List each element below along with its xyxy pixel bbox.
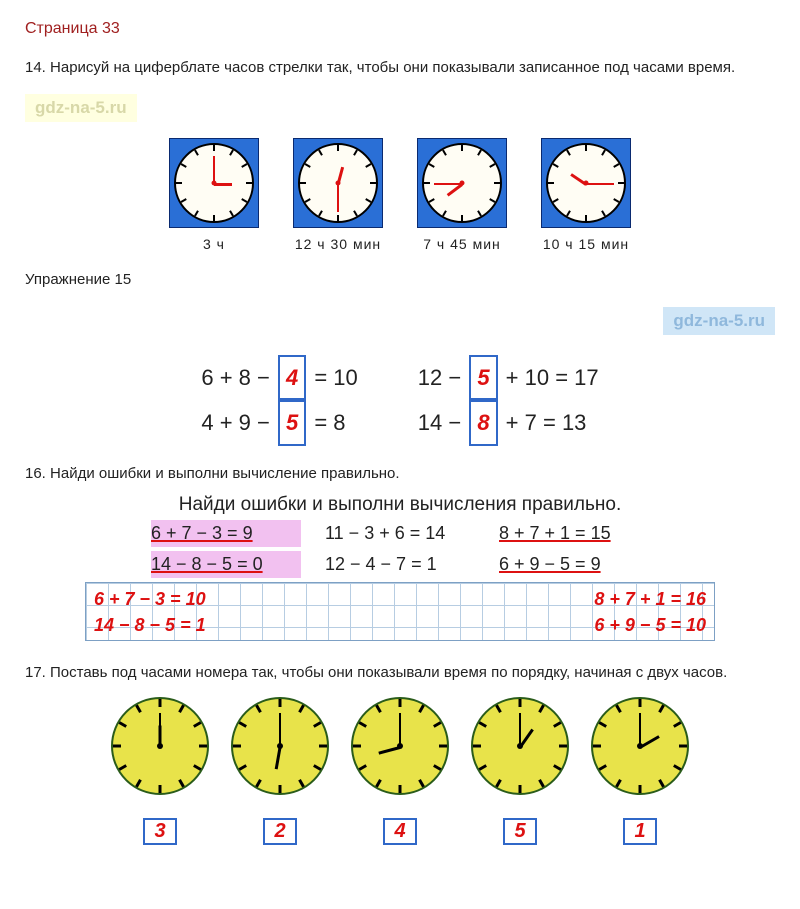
task14-text: 14. Нарисуй на циферблате часов стрелки … xyxy=(25,58,775,78)
clock-number: 4 xyxy=(383,818,416,845)
clock: 3 ч xyxy=(169,138,259,252)
clock: 4 xyxy=(351,697,449,845)
answer: 6 + 9 − 5 = 10 xyxy=(594,613,706,638)
equation: 8 + 7 + 1 = 15 xyxy=(499,520,649,547)
clock-label: 10 ч 15 мин xyxy=(541,236,631,252)
task14-clocks: 3 ч 12 ч 30 мин 7 ч 45 мин 10 ч 15 мин xyxy=(25,138,775,252)
clock-number: 5 xyxy=(503,818,536,845)
task17-clocks: 3 2 4 5 1 xyxy=(25,697,775,845)
clock: 1 xyxy=(591,697,689,845)
clock-label: 3 ч xyxy=(169,236,259,252)
clock: 7 ч 45 мин xyxy=(417,138,507,252)
task16-answers: 6 + 7 − 3 = 1014 − 8 − 5 = 1 8 + 7 + 1 =… xyxy=(85,582,715,640)
equation: 6 + 9 − 5 = 9 xyxy=(499,551,649,578)
clock: 2 xyxy=(231,697,329,845)
task15-heading: Упражнение 15 xyxy=(25,270,775,290)
watermark: gdz-na-5.ru xyxy=(663,307,775,335)
clock-label: 12 ч 30 мин xyxy=(293,236,383,252)
watermark: gdz-na-5.ru xyxy=(25,94,137,122)
clock: 12 ч 30 мин xyxy=(293,138,383,252)
clock: 3 xyxy=(111,697,209,845)
equation: 14 − 8 + 7 = 13 xyxy=(418,400,599,446)
equation: 14 − 8 − 5 = 0 xyxy=(151,551,301,578)
equation: 11 − 3 + 6 = 14 xyxy=(325,520,475,547)
answer: 8 + 7 + 1 = 16 xyxy=(594,587,706,612)
answer: 14 − 8 − 5 = 1 xyxy=(94,613,206,638)
task16-text: 16. Найди ошибки и выполни вычисление пр… xyxy=(25,464,775,484)
equation: 12 − 4 − 7 = 1 xyxy=(325,551,475,578)
clock-label: 7 ч 45 мин xyxy=(417,236,507,252)
task16-rows: 6 + 7 − 3 = 9 11 − 3 + 6 = 14 8 + 7 + 1 = … xyxy=(25,520,775,578)
task15-equations: 6 + 8 − 4 = 104 + 9 − 5 = 8 12 − 5 + 10 … xyxy=(25,355,775,447)
equation: 12 − 5 + 10 = 17 xyxy=(418,355,599,401)
equation: 6 + 7 − 3 = 9 xyxy=(151,520,301,547)
clock-number: 3 xyxy=(143,818,176,845)
clock: 10 ч 15 мин xyxy=(541,138,631,252)
clock-number: 2 xyxy=(263,818,296,845)
clock: 5 xyxy=(471,697,569,845)
task17-text: 17. Поставь под часами номера так, чтобы… xyxy=(25,663,775,683)
clock-number: 1 xyxy=(623,818,656,845)
task16-heading: Найди ошибки и выполни вычисления правил… xyxy=(25,494,775,516)
equation: 4 + 9 − 5 = 8 xyxy=(201,400,357,446)
page-title: Страница 33 xyxy=(25,20,775,38)
equation: 6 + 8 − 4 = 10 xyxy=(201,355,357,401)
answer: 6 + 7 − 3 = 10 xyxy=(94,587,206,612)
